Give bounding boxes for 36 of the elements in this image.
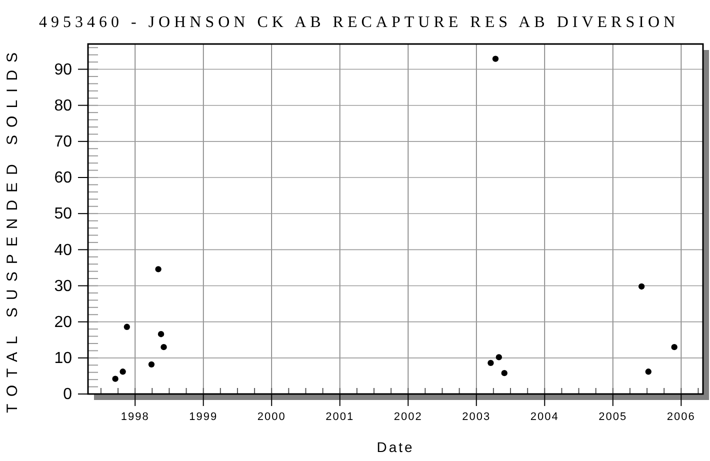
- y-tick-label: 10: [54, 350, 72, 368]
- point: [501, 370, 508, 376]
- y-tick-label: 30: [54, 278, 72, 295]
- point: [496, 354, 502, 360]
- x-tick-label: 2002: [394, 410, 422, 423]
- point: [160, 344, 167, 350]
- x-tick-label: 1999: [189, 410, 218, 423]
- point: [124, 324, 130, 330]
- y-tick-label: 20: [54, 314, 72, 331]
- x-tick-label: 2000: [257, 410, 286, 423]
- point: [112, 376, 118, 382]
- y-tick-label: 80: [54, 97, 72, 114]
- y-axis-title: TOTAL SUSPENDED SOLIDS: [4, 44, 21, 414]
- x-tick-label: 1998: [120, 410, 150, 423]
- x-axis-title: Date: [376, 439, 414, 455]
- point: [638, 283, 645, 290]
- y-tick-label: 70: [54, 134, 72, 151]
- y-tick-label: 90: [54, 61, 72, 78]
- point: [148, 361, 155, 368]
- x-tick-label: 2004: [530, 410, 559, 423]
- chart-title: 4953460 - JOHNSON CK AB RECAPTURE RES AB DIVERSION: [39, 14, 680, 31]
- point: [155, 266, 162, 272]
- y-tick-label: 60: [54, 170, 72, 187]
- point: [671, 344, 678, 350]
- point: [158, 331, 164, 338]
- y-tick-label: 0: [63, 386, 72, 404]
- point: [492, 56, 499, 62]
- x-tick-label: 2005: [598, 410, 628, 423]
- x-tick-label: 2003: [462, 410, 491, 423]
- point: [120, 368, 126, 375]
- y-tick-label: 40: [54, 242, 72, 259]
- point: [645, 368, 652, 375]
- point: [488, 360, 494, 366]
- x-tick-label: 2001: [326, 410, 354, 423]
- x-tick-label: 2006: [666, 410, 696, 423]
- y-tick-label: 50: [54, 206, 72, 223]
